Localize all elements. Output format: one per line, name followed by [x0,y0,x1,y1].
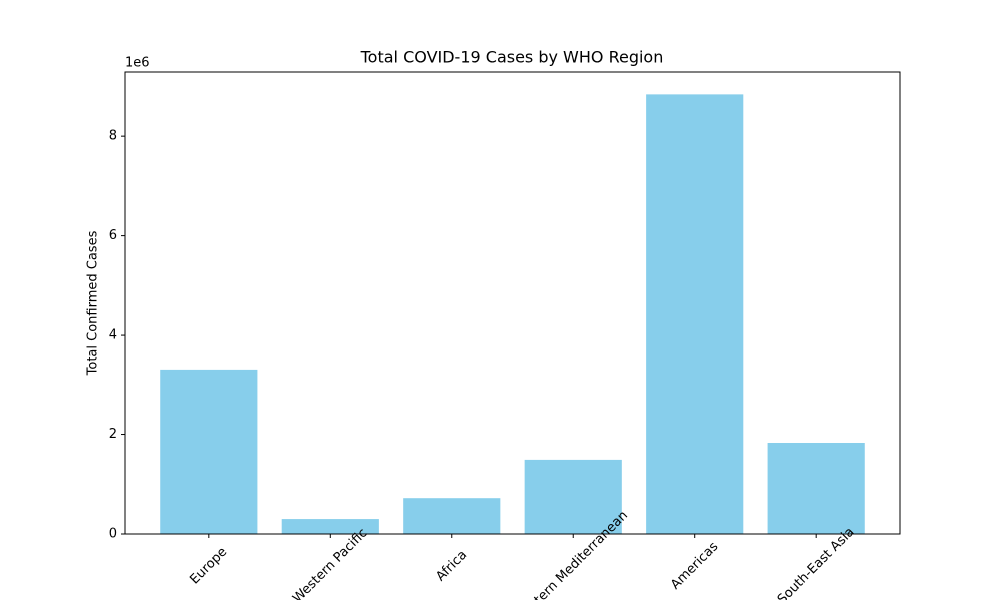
y-tick-label: 4 [109,328,117,343]
y-axis-label: Total Confirmed Cases [86,230,101,376]
y-tick-label: 6 [109,228,117,243]
bar [524,459,622,534]
bar [403,498,501,534]
y-tick-label: 8 [109,129,117,144]
x-tick-label: Europe [187,545,230,588]
chart-title: Total COVID-19 Cases by WHO Region [360,48,664,67]
bar [646,94,744,534]
x-tick-label: Americas [668,539,721,592]
y-tick-label: 2 [109,427,117,442]
bar [767,442,865,534]
bar [281,519,379,534]
y-offset-label: 1e6 [125,56,150,71]
x-tick-label: Africa [433,548,470,585]
plot-frame [124,71,901,535]
y-tick-label: 0 [109,527,117,542]
bar [160,369,258,534]
